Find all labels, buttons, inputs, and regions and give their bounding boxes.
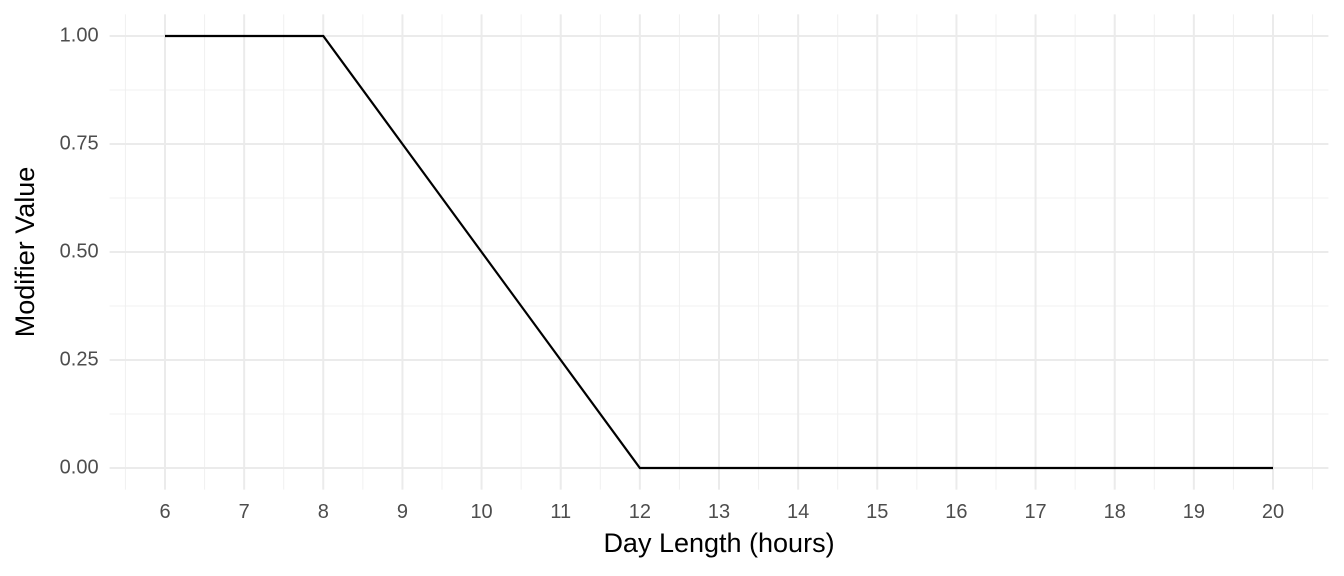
x-tick-label: 10	[470, 501, 492, 523]
x-tick-label: 15	[866, 501, 888, 523]
x-tick-label: 16	[945, 501, 967, 523]
y-tick-label: 0.50	[60, 240, 99, 262]
x-tick-label: 19	[1183, 501, 1205, 523]
x-tick-label: 13	[708, 501, 730, 523]
y-tick-label: 1.00	[60, 24, 99, 46]
x-axis-title: Day Length (hours)	[603, 528, 834, 558]
x-tick-label: 18	[1104, 501, 1126, 523]
line	[165, 34, 1273, 470]
x-tick-label: 7	[239, 501, 250, 523]
x-tick-label: 9	[397, 501, 408, 523]
y-tick-label: 0.00	[60, 456, 99, 478]
y-tick-label: 0.75	[60, 132, 99, 154]
x-tick-label: 6	[159, 501, 170, 523]
x-tick-label: 17	[1024, 501, 1046, 523]
y-tick-label: 0.25	[60, 348, 99, 370]
x-tick-label: 8	[318, 501, 329, 523]
x-tick-label: 12	[629, 501, 651, 523]
x-tick-label: 11	[550, 501, 571, 523]
x-tick-label: 14	[787, 501, 809, 523]
x-tick-label: 20	[1262, 501, 1284, 523]
y-axis-title: Modifier Value	[10, 167, 40, 338]
